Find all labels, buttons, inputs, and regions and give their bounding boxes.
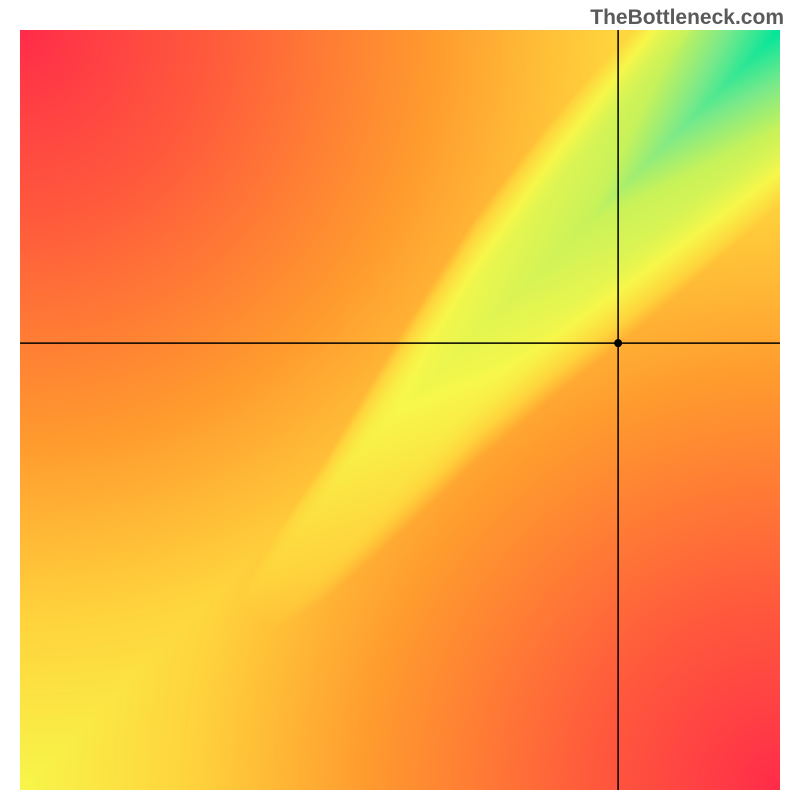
heatmap-canvas (20, 30, 780, 790)
bottleneck-heatmap (20, 30, 780, 790)
watermark-text: TheBottleneck.com (590, 6, 784, 30)
